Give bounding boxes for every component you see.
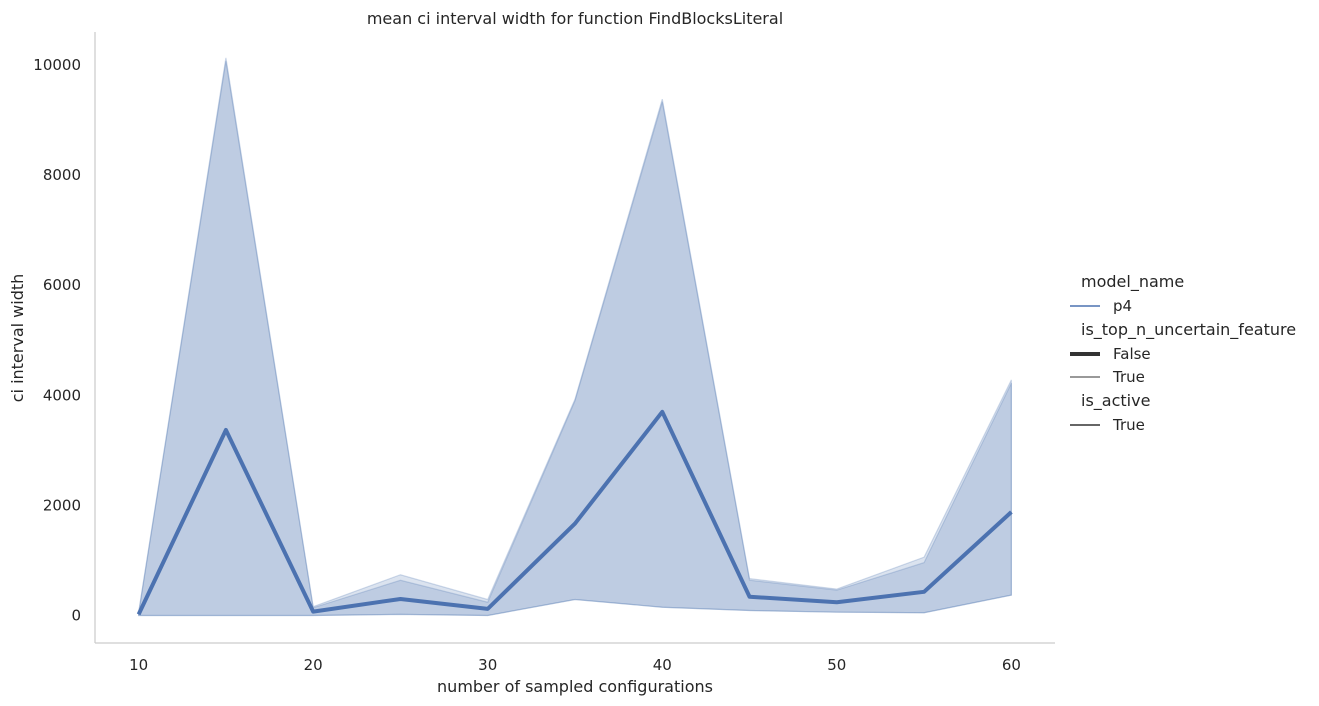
x-tick-label: 60 (1002, 656, 1021, 674)
legend-label: True (1112, 416, 1145, 434)
y-axis-label: ci interval width (8, 274, 27, 403)
y-tick-label: 6000 (43, 276, 81, 294)
legend-title: model_name (1081, 272, 1184, 292)
x-axis-label: number of sampled configurations (437, 677, 713, 696)
x-tick-label: 10 (129, 656, 148, 674)
x-tick-label: 20 (304, 656, 323, 674)
chart-title: mean ci interval width for function Find… (367, 9, 783, 28)
ci-bands (138, 57, 1012, 617)
legend-label: False (1113, 345, 1151, 363)
x-tick-label: 40 (653, 656, 672, 674)
legend: model_name p4 is_top_n_uncertain_feature Fa… (1070, 272, 1296, 434)
legend-title: is_top_n_uncertain_feature (1081, 320, 1296, 340)
x-tick-label: 30 (478, 656, 497, 674)
x-tick-label: 50 (827, 656, 846, 674)
x-tick-labels: 10 20 30 40 50 60 (129, 656, 1021, 674)
y-tick-label: 8000 (43, 166, 81, 184)
y-tick-label: 2000 (43, 496, 81, 514)
legend-title: is_active (1081, 391, 1150, 411)
y-tick-labels: 0 2000 4000 6000 8000 10000 (33, 56, 81, 624)
legend-label: p4 (1113, 297, 1132, 315)
y-tick-label: 10000 (33, 56, 81, 74)
y-tick-label: 4000 (43, 386, 81, 404)
series-line-false (136, 409, 1013, 616)
ci-band-true (138, 57, 1012, 617)
series-lines (136, 409, 1013, 616)
legend-label: True (1112, 368, 1145, 386)
y-tick-label: 0 (71, 606, 81, 624)
ci-band-false (138, 61, 1012, 617)
